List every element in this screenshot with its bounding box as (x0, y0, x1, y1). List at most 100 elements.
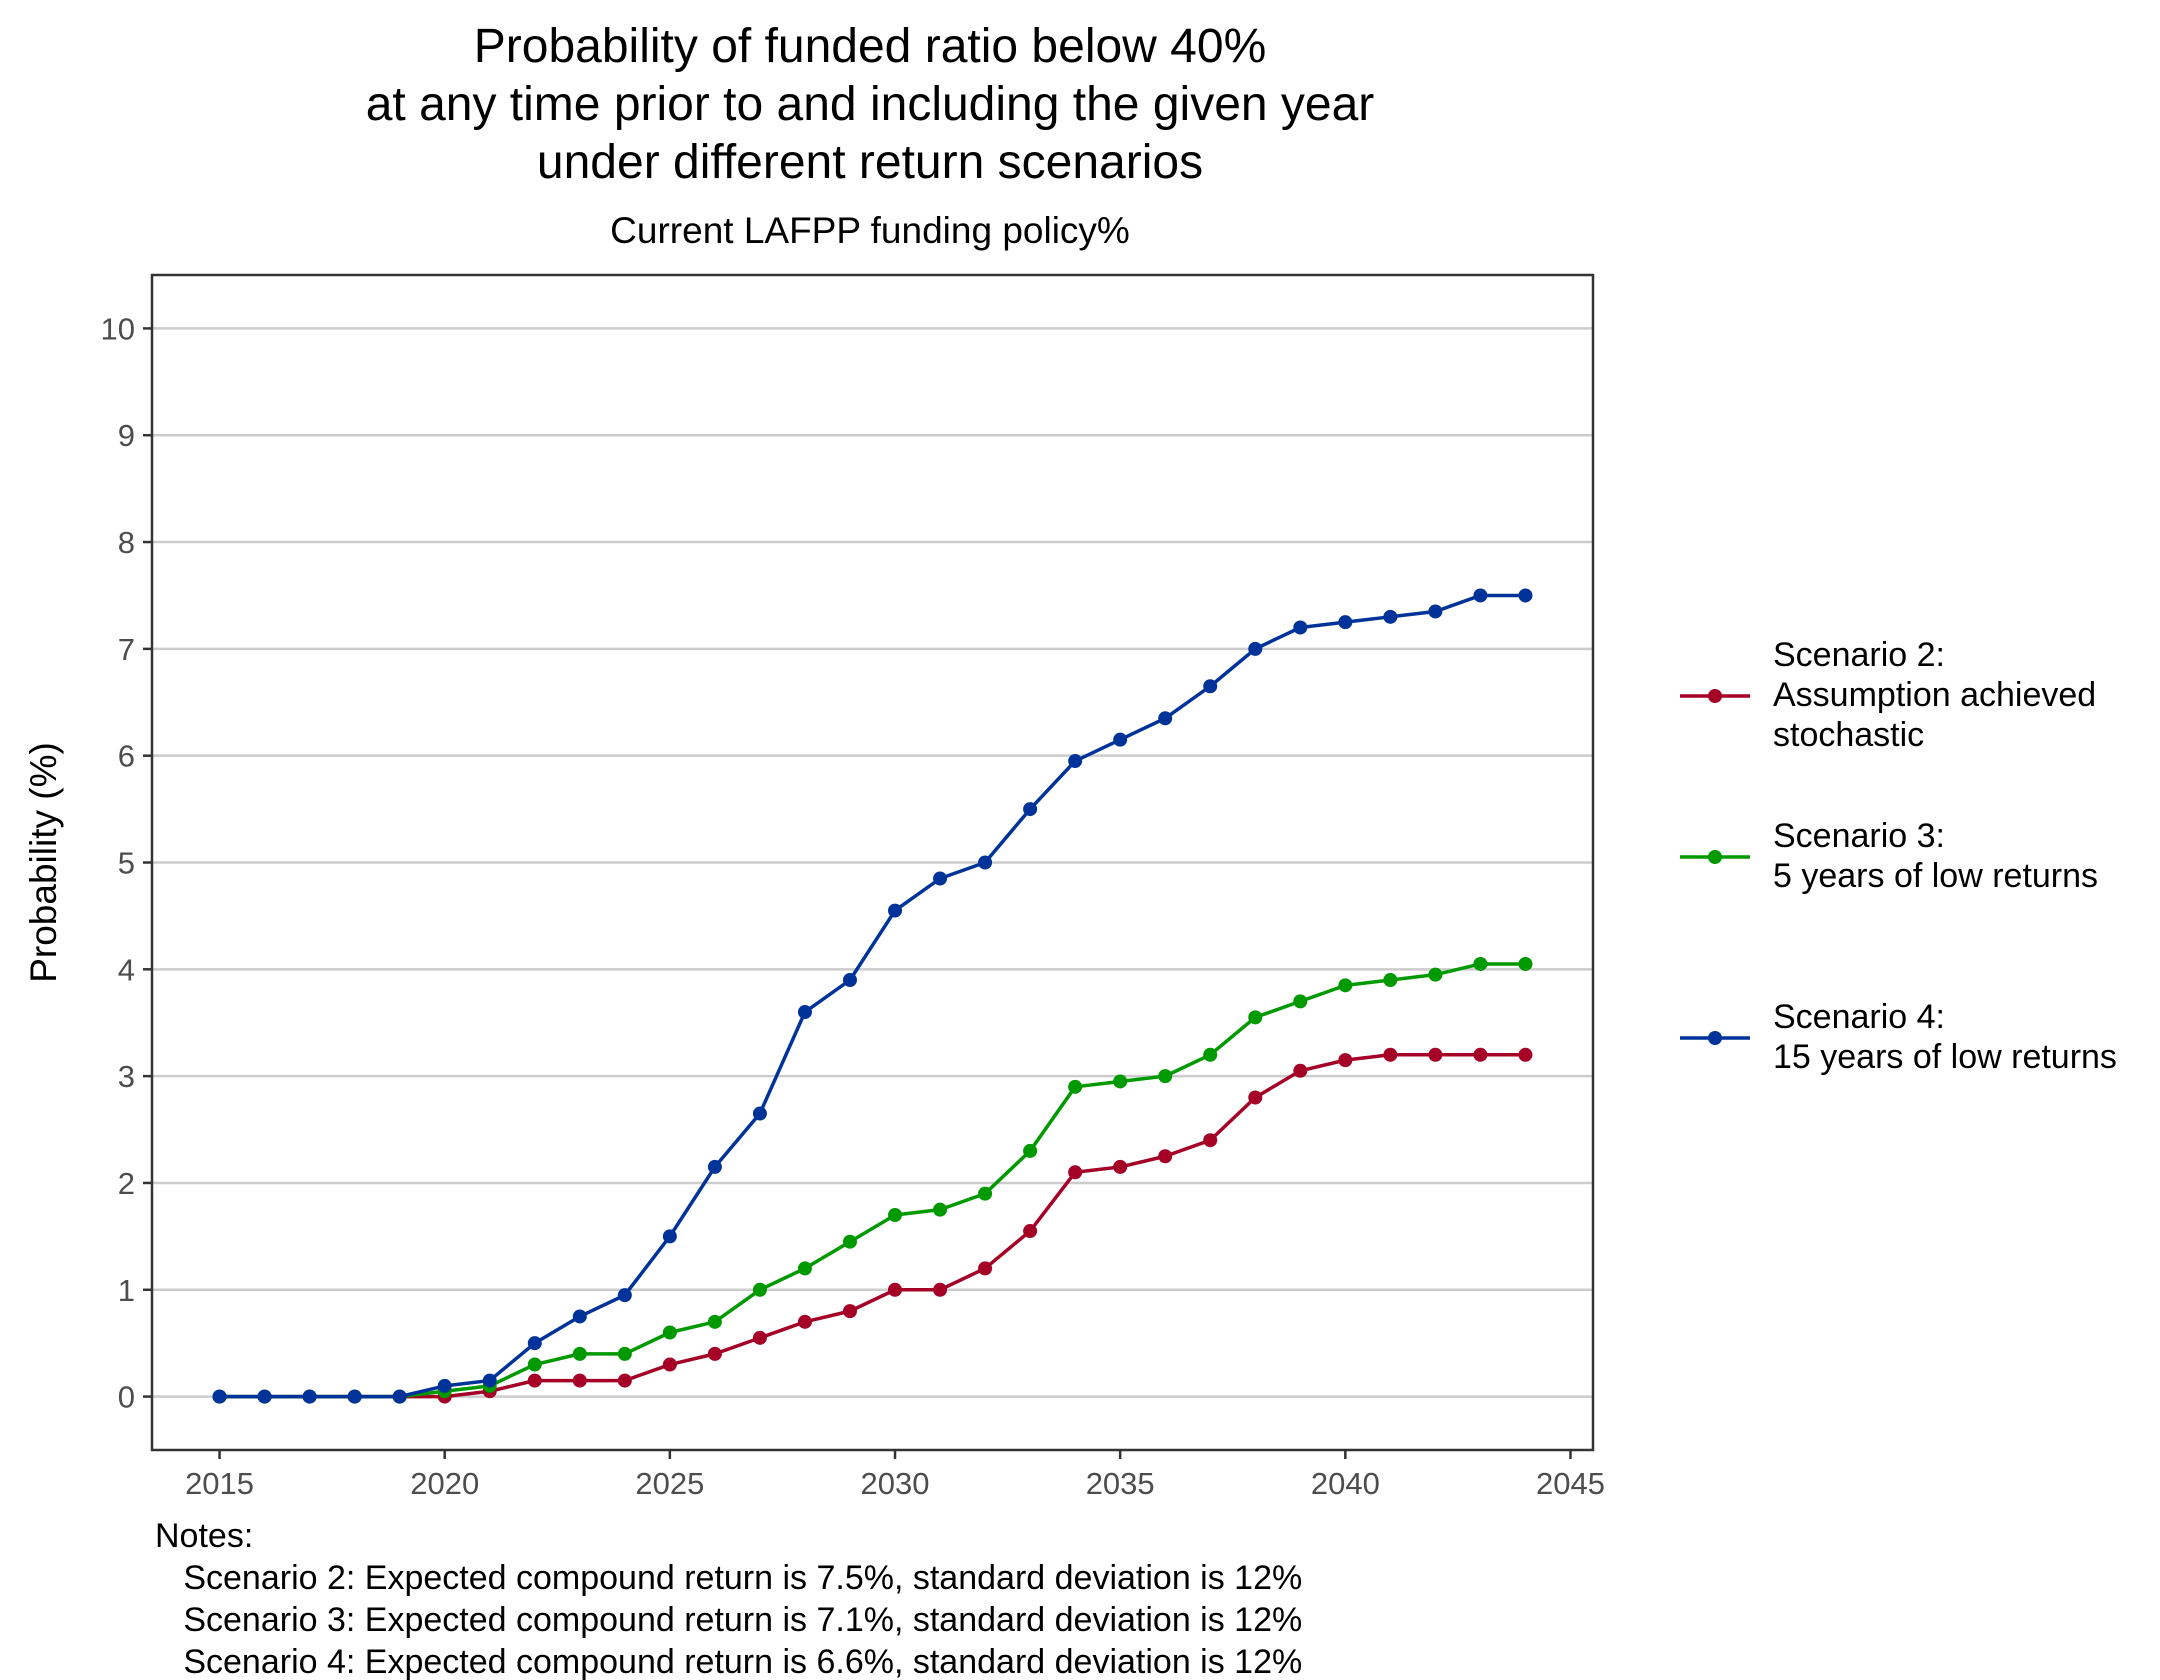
y-tick-label: 5 (118, 846, 135, 881)
data-point (1158, 1069, 1173, 1084)
notes-line: Notes: (155, 1517, 253, 1555)
data-point (1248, 641, 1263, 656)
data-point (212, 1389, 227, 1404)
x-tick-label: 2030 (861, 1466, 930, 1501)
data-point (347, 1389, 362, 1404)
data-point (1383, 609, 1398, 624)
data-point (752, 1106, 767, 1121)
data-point (1338, 615, 1353, 630)
data-point (257, 1389, 272, 1404)
y-tick-label: 4 (118, 952, 135, 987)
legend-key-point (1708, 1031, 1722, 1045)
data-point (437, 1378, 452, 1393)
legend-key-point (1708, 689, 1722, 703)
y-tick-label: 8 (118, 525, 135, 560)
y-tick-label: 1 (118, 1273, 135, 1308)
data-point (842, 973, 857, 987)
data-point (888, 903, 903, 918)
data-point (1158, 711, 1173, 726)
data-point (1428, 604, 1443, 619)
data-point (617, 1346, 632, 1361)
data-point (1383, 1047, 1398, 1062)
data-point (1428, 1047, 1443, 1062)
series-line-3 (219, 962, 1526, 1399)
notes-line: Scenario 3: Expected compound return is … (155, 1601, 1302, 1639)
notes-line: Scenario 4: Expected compound return is … (155, 1643, 1302, 1680)
chart-notes: Notes: Scenario 2: Expected compound ret… (155, 1517, 1302, 1680)
data-point (797, 1314, 812, 1329)
data-point (1113, 1159, 1128, 1174)
data-point (1023, 802, 1038, 817)
chart-title-line: at any time prior to and including the g… (366, 78, 1375, 131)
y-tick-label: 10 (101, 311, 135, 346)
y-tick-label: 9 (118, 418, 135, 453)
x-tick-label: 2035 (1086, 1466, 1155, 1501)
data-point (797, 1261, 812, 1276)
data-point (617, 1288, 632, 1303)
data-point (392, 1389, 407, 1404)
data-point (527, 1357, 542, 1372)
data-point (933, 871, 948, 886)
data-point (1338, 1053, 1353, 1068)
data-point (662, 1357, 677, 1372)
data-point (1113, 732, 1128, 747)
data-point (707, 1346, 722, 1361)
y-tick-label: 2 (118, 1166, 135, 1201)
legend-label: Scenario 2: Assumption achieved stochastic (1773, 636, 2096, 754)
data-point (1113, 1074, 1128, 1089)
data-point (1068, 1165, 1083, 1180)
legend-label: Scenario 4: 15 years of low returns (1773, 998, 2117, 1076)
data-point (978, 855, 993, 870)
data-point (1518, 1047, 1533, 1062)
x-tick-label: 2020 (410, 1466, 479, 1501)
data-point (797, 1005, 812, 1020)
data-point (842, 1234, 857, 1249)
data-point (572, 1346, 587, 1361)
data-point (707, 1159, 722, 1174)
data-point (662, 1229, 677, 1244)
data-point (1158, 1149, 1173, 1164)
x-tick-label: 2045 (1536, 1466, 1605, 1501)
data-point (482, 1373, 497, 1388)
data-point (1023, 1143, 1038, 1158)
data-point (1203, 679, 1218, 694)
data-point (888, 1208, 903, 1222)
series-line-4 (219, 593, 1526, 1399)
chart-title: Probability of funded ratio below 40%at … (366, 20, 1375, 189)
y-tick-label: 0 (118, 1380, 135, 1415)
data-point (1473, 1047, 1488, 1062)
legend: Scenario 2: Assumption achieved stochastic… (1680, 636, 2117, 1076)
data-point (752, 1330, 767, 1345)
data-point (527, 1373, 542, 1388)
data-point (302, 1389, 317, 1404)
y-tick-label: 6 (118, 739, 135, 774)
data-point (662, 1325, 677, 1340)
data-point (1068, 754, 1083, 769)
x-tick-label: 2040 (1311, 1466, 1380, 1501)
y-tick-label: 7 (118, 632, 135, 667)
y-tick-label: 3 (118, 1059, 135, 1094)
data-point (572, 1373, 587, 1388)
legend-key-point (1708, 850, 1722, 864)
series-line-2 (219, 1053, 1526, 1399)
data-point (842, 1304, 857, 1319)
chart-title-line: Probability of funded ratio below 40% (474, 20, 1267, 73)
data-point (1518, 956, 1533, 971)
data-point (1248, 1010, 1263, 1025)
data-point (1428, 967, 1443, 982)
data-point (1293, 994, 1308, 1009)
data-point (1293, 620, 1308, 635)
chart-subtitle: Current LAFPP funding policy% (610, 210, 1130, 251)
legend-label: Scenario 3: 5 years of low returns (1773, 817, 2098, 895)
data-point (888, 1282, 903, 1297)
plot-panel: 0 1 2 3 4 5 6 7 8 9 10 2015 2020 2025 2030 2035 2040 2045 (101, 273, 1605, 1501)
data-point (752, 1282, 767, 1297)
data-point (978, 1261, 993, 1276)
data-point (1023, 1224, 1038, 1239)
x-tick-label: 2025 (635, 1466, 704, 1501)
data-point (1293, 1063, 1308, 1078)
notes-line: Scenario 2: Expected compound return is … (155, 1559, 1302, 1597)
data-point (1473, 956, 1488, 971)
data-point (933, 1202, 948, 1217)
